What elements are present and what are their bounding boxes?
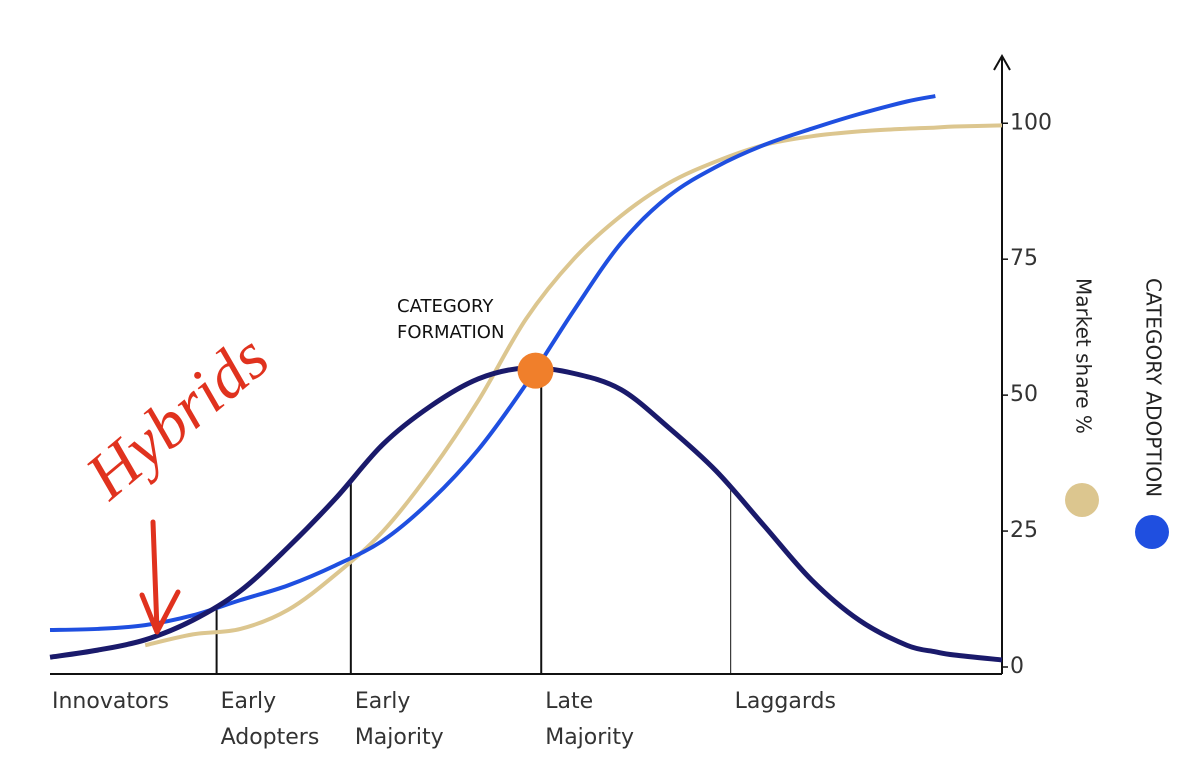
y-tick-label: 25: [1010, 518, 1038, 543]
segment-label: Laggards: [735, 689, 836, 714]
formation-label: CATEGORY: [397, 296, 494, 317]
line-series: [49, 94, 936, 633]
y-tick-label: 0: [1010, 654, 1024, 679]
formation-marker: [517, 352, 554, 389]
legend-swatch: [1065, 483, 1099, 517]
segment-label: Majority: [545, 725, 634, 750]
segment-label: Early: [355, 689, 411, 714]
legend-label: Market share %: [1072, 278, 1096, 434]
formation-label: FORMATION: [397, 322, 504, 343]
segment-label: Adopters: [221, 725, 320, 750]
legend-label: CATEGORY ADOPTION: [1142, 278, 1166, 497]
y-tick-label: 100: [1010, 110, 1052, 135]
segment-label: Late: [545, 689, 593, 714]
segment-label: Majority: [355, 725, 444, 750]
hand-arrow: [139, 519, 181, 635]
axis-arrow: [993, 53, 1011, 71]
segment-label: Innovators: [52, 689, 169, 714]
y-tick-label: 50: [1010, 382, 1038, 407]
hand-note: Hybrids: [72, 320, 283, 513]
legend-swatch: [1135, 515, 1169, 549]
segment-label: Early: [221, 689, 277, 714]
y-tick-label: 75: [1010, 246, 1038, 271]
line-series: [144, 123, 1003, 648]
